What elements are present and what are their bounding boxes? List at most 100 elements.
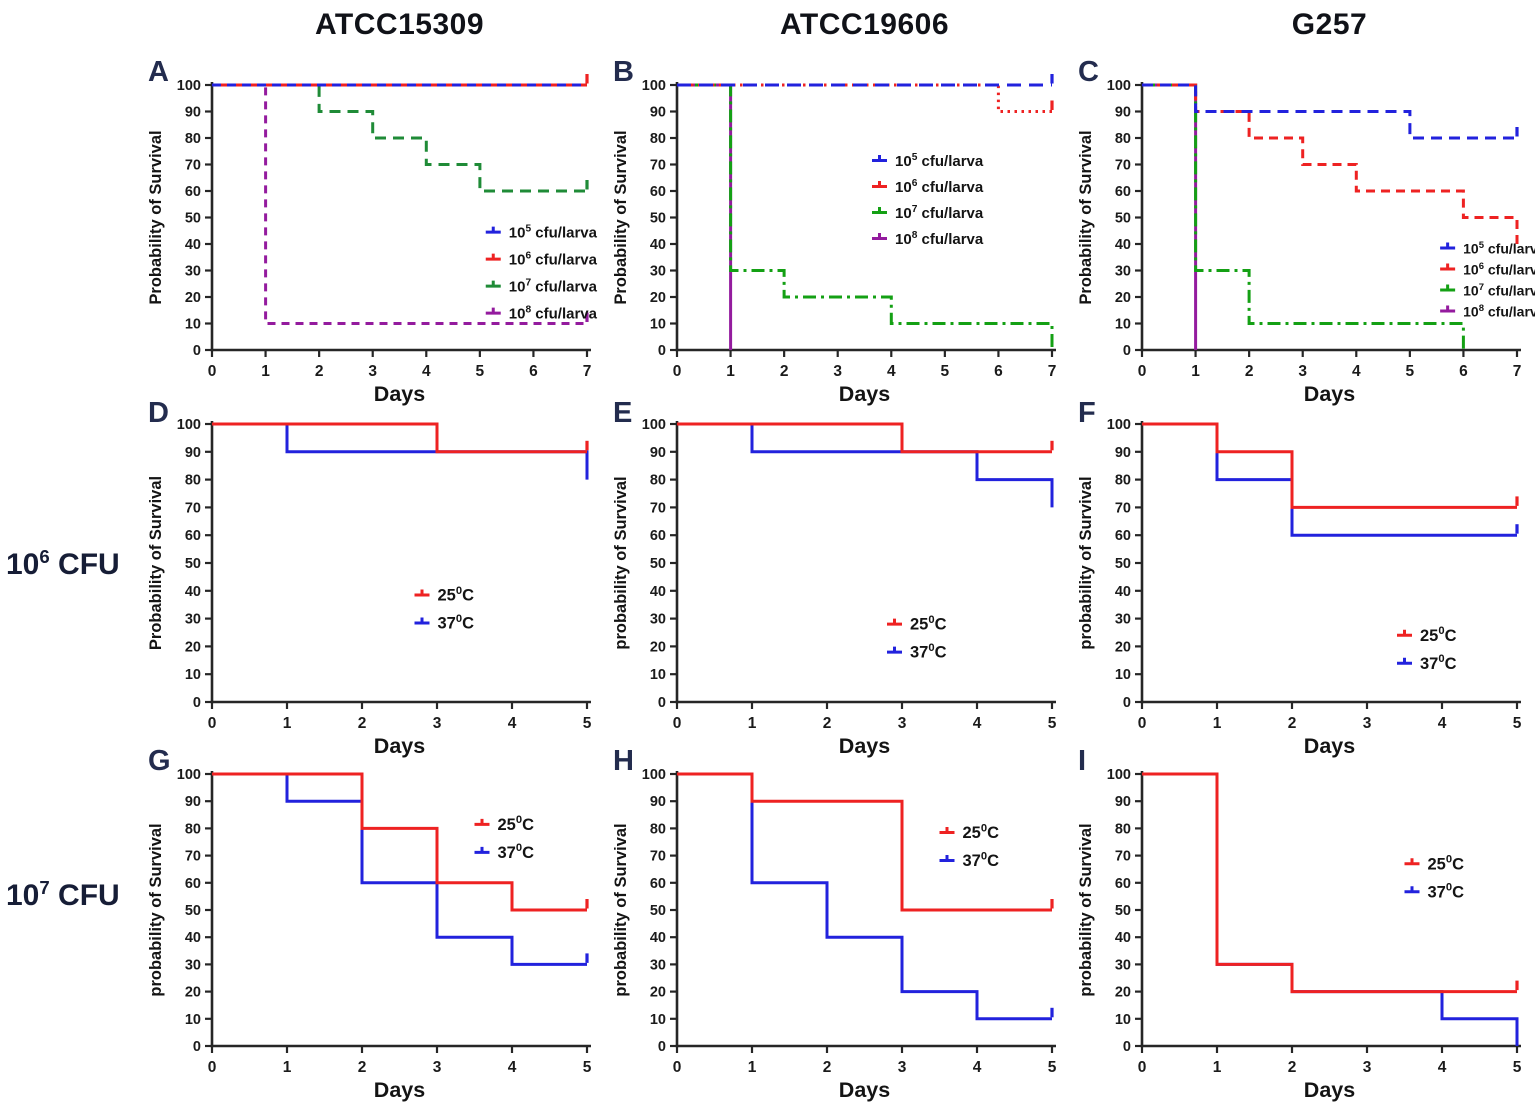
x-axis-title: Days xyxy=(1304,1078,1355,1102)
y-tick-label: 90 xyxy=(1115,105,1131,121)
y-tick-label: 30 xyxy=(650,264,666,280)
x-tick-label: 0 xyxy=(1138,1059,1147,1076)
x-axis-title: Days xyxy=(1304,734,1355,758)
y-tick-label: 20 xyxy=(185,639,201,655)
x-tick-label: 0 xyxy=(1138,363,1147,380)
y-tick-label: 0 xyxy=(1123,1039,1131,1055)
label-rest: cfu/larva xyxy=(1484,282,1535,298)
y-tick-label: 30 xyxy=(185,264,201,280)
legend-label: 250C xyxy=(1428,854,1465,874)
axes: 0 10 20 30 40 50 60 70 80 90 100 0 1 2 3 4 5 xyxy=(642,417,1057,732)
y-tick-label: 70 xyxy=(650,500,666,516)
column-title-3: G257 xyxy=(1291,8,1368,41)
label-sup: 5 xyxy=(1479,240,1485,251)
panel-G-plot: 0 10 20 30 40 50 60 70 80 90 100 0 1 2 3 4 5 Days probabil… xyxy=(147,767,592,1102)
y-tick-label: 90 xyxy=(650,445,666,461)
y-tick-label: 40 xyxy=(185,584,201,600)
series-10^7 cfu/larva xyxy=(677,83,1054,350)
label-rest: C xyxy=(462,614,474,632)
label-base: 10 xyxy=(895,205,912,222)
legend-marker-107 xyxy=(872,207,887,215)
y-tick-label: 40 xyxy=(650,584,666,600)
y-tick-label: 20 xyxy=(1115,985,1131,1001)
y-tick-label: 60 xyxy=(185,876,201,892)
label-rest: C xyxy=(1452,855,1464,873)
y-tick-label: 80 xyxy=(185,473,201,489)
y-axis-title: probability of Survival xyxy=(612,476,630,649)
y-tick-label: 100 xyxy=(1107,417,1131,433)
panel-letter-h: H xyxy=(613,745,634,777)
row-label-rest: CFU xyxy=(49,548,120,581)
label-base: 10 xyxy=(509,279,526,296)
y-tick-label: 0 xyxy=(658,343,666,359)
y-tick-label: 30 xyxy=(185,612,201,628)
label-rest: cfu/larva xyxy=(531,252,598,269)
panel-b-plot-slot: 0 10 20 30 40 50 60 70 80 90 100 0 1 2 3 4 5 6 7 Days Probab… xyxy=(605,55,1070,410)
label-rest: cfu/larva xyxy=(917,179,984,196)
panel-D-plot: 0 10 20 30 40 50 60 70 80 90 100 0 1 2 3 4 5 Days Probabil… xyxy=(147,417,592,758)
label-rest: cfu/larva xyxy=(917,153,984,170)
label-sup: 8 xyxy=(912,230,918,241)
y-axis-title: probability of Survival xyxy=(147,823,165,996)
y-tick-label: 60 xyxy=(185,528,201,544)
legend-label: 106 cfu/larva xyxy=(895,178,984,196)
x-tick-label: 2 xyxy=(315,363,324,380)
label-base: 37 xyxy=(438,614,456,632)
series-10^6 cfu/larva xyxy=(1142,83,1519,244)
y-tick-label: 0 xyxy=(658,1039,666,1055)
label-rest: C xyxy=(462,586,474,604)
y-tick-label: 50 xyxy=(185,556,201,572)
y-tick-label: 70 xyxy=(185,158,201,174)
legend-label: 107 cfu/larva xyxy=(1463,282,1535,299)
y-tick-label: 80 xyxy=(1115,821,1131,837)
x-axis-title: Days xyxy=(839,382,890,406)
series-25C xyxy=(212,422,587,454)
y-tick-label: 90 xyxy=(1115,794,1131,810)
y-tick-label: 60 xyxy=(1115,528,1131,544)
legend-marker-250 xyxy=(1404,858,1420,866)
y-tick-label: 30 xyxy=(650,612,666,628)
label-sup: 0 xyxy=(456,613,462,625)
label-sup: 6 xyxy=(912,178,918,189)
y-tick-label: 20 xyxy=(1115,639,1131,655)
label-sup: 0 xyxy=(1438,653,1444,665)
legend-label: 106 cfu/larva xyxy=(509,251,598,269)
x-tick-label: 0 xyxy=(673,363,682,380)
label-rest: C xyxy=(987,824,999,842)
x-tick-label: 5 xyxy=(476,363,485,380)
y-axis-title: Probability of Survival xyxy=(612,130,630,304)
y-tick-label: 50 xyxy=(650,211,666,227)
y-tick-label: 100 xyxy=(642,78,666,94)
series-37C xyxy=(1142,422,1517,537)
legend-marker-250 xyxy=(1397,629,1412,637)
label-base: 37 xyxy=(910,644,928,662)
y-tick-label: 100 xyxy=(177,78,201,94)
label-base: 25 xyxy=(1428,855,1446,873)
legend-marker-370 xyxy=(1404,886,1420,894)
label-sup: 0 xyxy=(516,814,522,826)
y-tick-label: 60 xyxy=(185,184,201,200)
x-tick-label: 5 xyxy=(1513,1059,1522,1076)
panel-letter-a: A xyxy=(148,56,169,88)
legend-marker-107 xyxy=(485,280,501,288)
y-tick-label: 100 xyxy=(1107,767,1131,783)
y-tick-label: 10 xyxy=(1115,317,1131,333)
x-axis-title: Days xyxy=(374,734,425,758)
label-rest: C xyxy=(935,644,947,662)
y-tick-label: 100 xyxy=(177,417,201,433)
gutter-row-3: 107 CFU xyxy=(0,762,140,1106)
x-tick-label: 5 xyxy=(1513,715,1522,732)
series-37C xyxy=(677,772,1052,1021)
y-tick-label: 100 xyxy=(642,767,666,783)
x-tick-label: 4 xyxy=(1352,363,1361,380)
x-tick-label: 3 xyxy=(1363,715,1372,732)
label-sup: 6 xyxy=(1479,261,1484,272)
legend-label: 105 cfu/larva xyxy=(1463,240,1535,257)
label-base: 37 xyxy=(1420,655,1438,673)
x-axis-title: Days xyxy=(839,734,890,758)
axes: 0 10 20 30 40 50 60 70 80 90 100 0 1 2 3 4 5 xyxy=(1107,767,1522,1076)
series-10^7 cfu/larva xyxy=(212,83,587,193)
label-sup: 8 xyxy=(1479,303,1484,314)
legend-label: 108 cfu/larva xyxy=(895,230,984,248)
